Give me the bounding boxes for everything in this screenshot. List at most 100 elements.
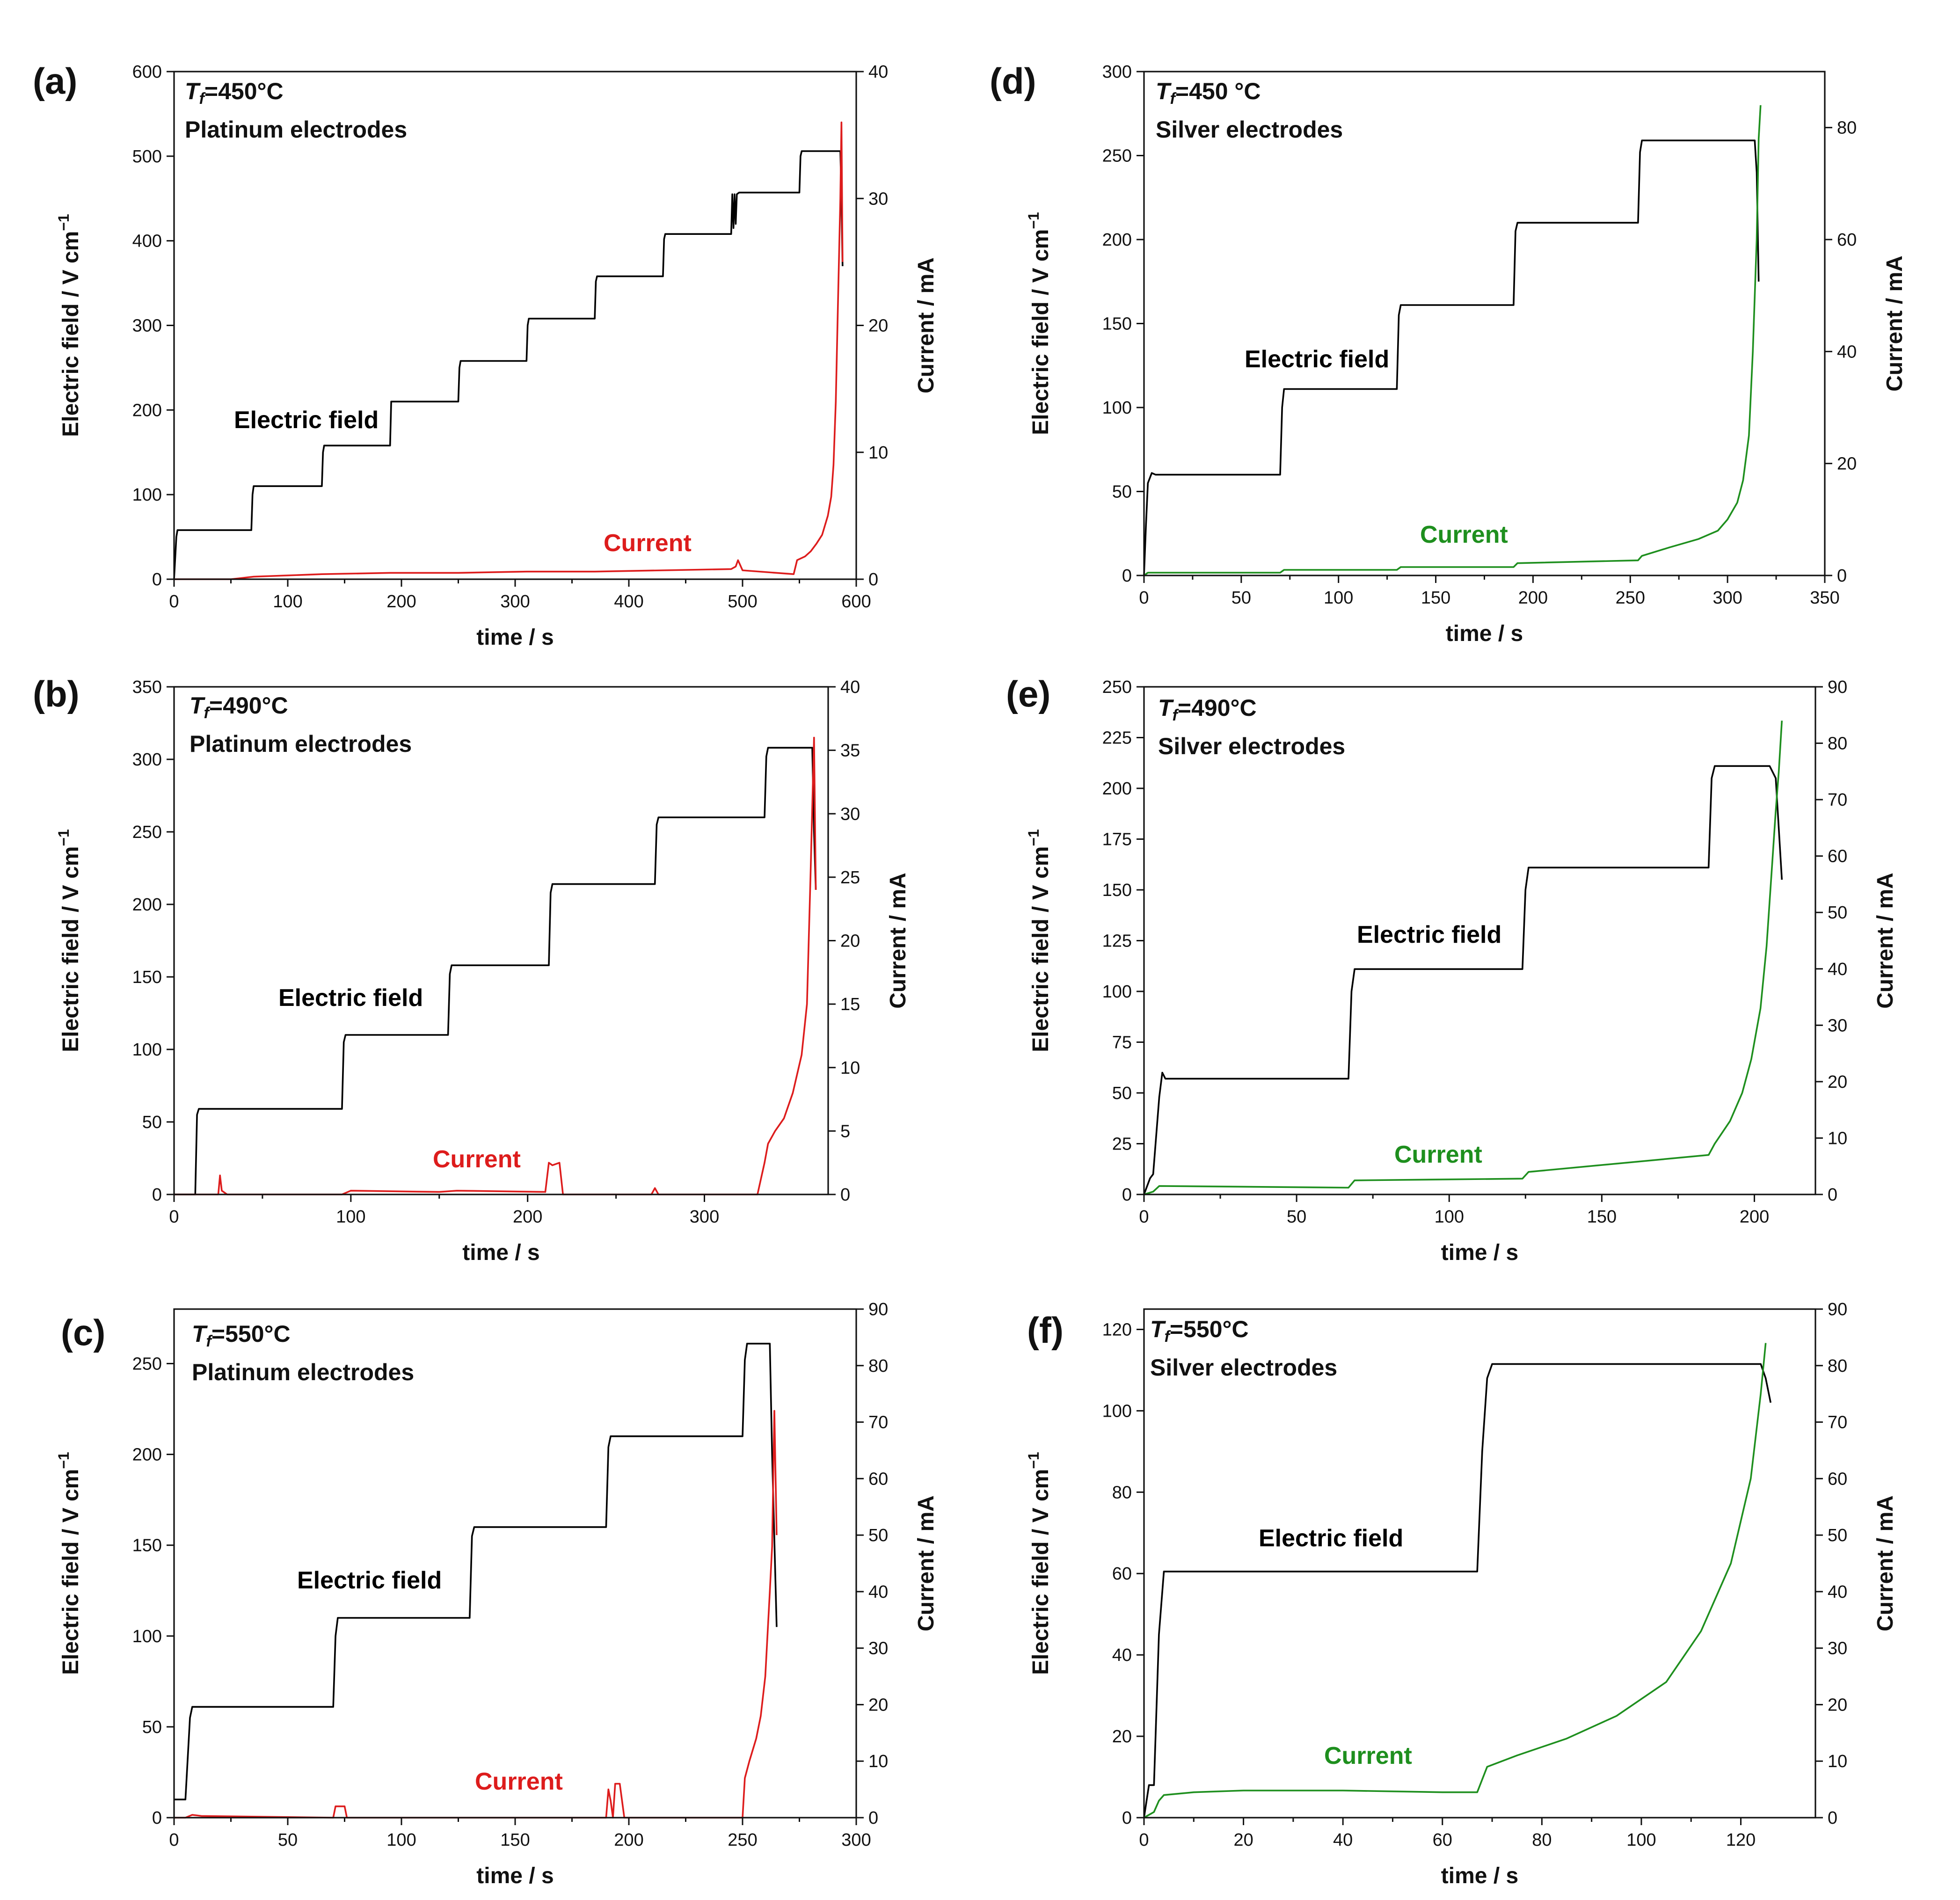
current-label: Current: [475, 1768, 563, 1795]
x-tick-label: 40: [1333, 1830, 1353, 1850]
y-left-tick-label: 50: [1112, 1084, 1132, 1103]
y-left-axis-label: Electric field / V cm−1: [1025, 1452, 1053, 1675]
temperature-annotation: Tf=550°C: [192, 1321, 291, 1350]
x-tick-label: 80: [1532, 1830, 1552, 1850]
x-tick-label: 100: [273, 592, 302, 611]
y-right-tick-label: 40: [1837, 342, 1857, 362]
y-right-tick-label: 20: [840, 932, 860, 951]
x-tick-label: 400: [614, 592, 643, 611]
y-right-tick-label: 60: [1828, 847, 1847, 866]
x-tick-label: 0: [1139, 588, 1149, 608]
panel-e: 0 50 100 150 2000255075100125150175200225250…: [1006, 673, 1898, 1265]
y-left-tick-label: 250: [132, 823, 162, 842]
y-left-tick-label: 150: [132, 1536, 162, 1556]
y-right-tick-label: 35: [840, 741, 860, 761]
y-left-tick-label: 40: [1112, 1645, 1132, 1665]
x-tick-label: 50: [1231, 588, 1251, 608]
panel-f: 0 20 40 60 80 100 120 0 20 40 60 80 100 120 0 10 20 30 40 5…: [1025, 1300, 1898, 1888]
x-tick-label: 100: [1626, 1830, 1656, 1850]
y-left-tick-label: 20: [1112, 1727, 1132, 1747]
x-tick-label: 300: [690, 1207, 719, 1227]
x-axis-label: time / s: [1446, 621, 1523, 646]
electrode-annotation: Silver electrodes: [1150, 1354, 1337, 1381]
y-right-tick-label: 20: [868, 1695, 888, 1715]
x-tick-label: 500: [728, 592, 757, 611]
x-axis-label: time / s: [462, 1240, 539, 1265]
y-left-tick-label: 100: [132, 1627, 162, 1646]
y-left-axis-superscript: −1: [1025, 212, 1042, 229]
electric-field-label: Electric field: [278, 984, 423, 1012]
y-right-tick-label: 40: [1828, 960, 1847, 979]
panel-letter: (a): [33, 60, 77, 102]
y-left-axis-label: Electric field / V cm−1: [55, 214, 83, 437]
y-right-tick-label: 30: [840, 804, 860, 824]
y-left-tick-label: 25: [1112, 1135, 1132, 1154]
y-right-tick-label: 20: [1828, 1072, 1847, 1092]
electric-field-label: Electric field: [297, 1567, 442, 1594]
y-left-tick-label: 50: [142, 1718, 162, 1737]
x-tick-label: 350: [1810, 588, 1839, 608]
y-right-axis-label: Current / mA: [914, 257, 939, 393]
y-left-tick-label: 0: [1122, 1185, 1132, 1205]
y-left-tick-label: 125: [1102, 932, 1132, 951]
y-left-tick-label: 250: [1102, 677, 1132, 697]
x-tick-label: 200: [1518, 588, 1548, 608]
y-left-tick-label: 600: [132, 62, 162, 82]
y-left-tick-label: 300: [1102, 62, 1132, 82]
y-left-tick-label: 100: [1102, 982, 1132, 1002]
y-right-tick-label: 50: [1828, 903, 1847, 923]
y-left-tick-label: 60: [1112, 1564, 1132, 1584]
y-right-tick-label: 40: [868, 62, 888, 82]
plot-frame: [173, 71, 857, 580]
y-right-axis-label: Current / mA: [886, 873, 911, 1009]
y-right-tick-label: 10: [1828, 1128, 1847, 1148]
current-label: Current: [433, 1146, 521, 1173]
y-right-tick-label: 10: [1828, 1752, 1847, 1771]
electric-field-line: [173, 150, 844, 580]
y-left-tick-label: 300: [132, 750, 162, 770]
x-axis-label: time / s: [1441, 1240, 1518, 1265]
electric-field-line: [174, 747, 817, 1195]
x-tick-label: 0: [1139, 1830, 1149, 1850]
y-left-tick-label: 150: [1102, 314, 1132, 334]
y-right-tick-label: 60: [868, 1469, 888, 1489]
x-axis-label: time / s: [476, 1864, 554, 1888]
y-right-tick-label: 80: [1828, 1356, 1847, 1376]
current-line: [1144, 721, 1783, 1195]
x-tick-label: 0: [169, 1830, 179, 1850]
y-right-tick-label: 40: [840, 677, 860, 697]
y-left-tick-label: 200: [132, 1445, 162, 1465]
y-right-tick-label: 70: [868, 1413, 888, 1433]
y-left-tick-label: 400: [132, 232, 162, 251]
x-axis-label: time / s: [476, 625, 554, 650]
temperature-annotation: Tf=550°C: [1150, 1316, 1249, 1346]
y-left-tick-label: 250: [1102, 146, 1132, 166]
temperature-annotation: Tf=450°C: [185, 78, 284, 108]
electric-field-line: [1143, 1363, 1772, 1818]
panel-b: 0 100 200 300 0 50 100 150 200 250 300 350 0 5 10 15 20 2…: [33, 673, 911, 1265]
current-label: Current: [1394, 1141, 1482, 1168]
y-right-tick-label: 20: [1837, 454, 1857, 474]
y-left-axis-label: Electric field / V cm−1: [55, 829, 83, 1052]
y-right-axis-label: Current / mA: [1873, 1495, 1898, 1631]
y-left-tick-label: 350: [132, 677, 162, 697]
y-left-tick-label: 100: [132, 485, 162, 505]
x-tick-label: 50: [278, 1830, 298, 1850]
electric-field-line: [1143, 139, 1760, 576]
current-line: [174, 121, 844, 580]
y-left-axis-superscript: −1: [55, 829, 72, 846]
panel-letter: (c): [61, 1312, 105, 1353]
x-tick-label: 200: [614, 1830, 643, 1850]
y-left-tick-label: 250: [132, 1354, 162, 1374]
y-right-tick-label: 20: [1828, 1695, 1847, 1715]
x-tick-label: 300: [841, 1830, 871, 1850]
electrode-annotation: Platinum electrodes: [189, 731, 412, 757]
y-right-tick-label: 0: [868, 570, 878, 590]
plot-frame: [1143, 71, 1826, 576]
x-tick-label: 200: [513, 1207, 542, 1227]
y-left-tick-label: 200: [132, 400, 162, 420]
current-label: Current: [604, 530, 692, 557]
panel-letter: (d): [990, 60, 1036, 102]
x-tick-label: 250: [1616, 588, 1645, 608]
current-line: [1143, 105, 1762, 576]
